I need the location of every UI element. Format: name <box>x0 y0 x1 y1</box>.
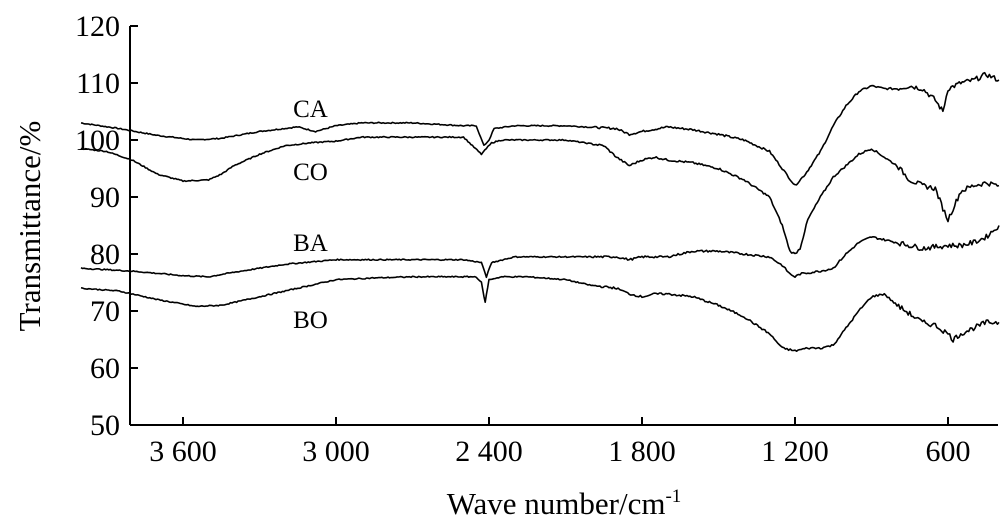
series-label-ba: BA <box>293 230 328 257</box>
series-line-bo <box>80 275 1000 352</box>
y-axis-title: Transmittance/% <box>12 121 47 332</box>
x-tick-label: 1 800 <box>608 435 676 468</box>
x-ticks: 3 600 3 000 2 400 1 800 1 200 600 <box>149 417 971 468</box>
x-axis-title: Wave number/cm-1 <box>447 486 682 521</box>
y-tick-label: 90 <box>90 181 120 214</box>
x-axis-title-text: Wave number/cm <box>447 486 666 521</box>
series-label-ca: CA <box>293 96 328 123</box>
series-label-co: CO <box>293 159 328 186</box>
y-tick-label: 80 <box>90 238 120 271</box>
series-line-co <box>80 135 1000 255</box>
y-tick-label: 110 <box>76 67 120 100</box>
x-tick-label: 1 200 <box>761 435 829 468</box>
x-tick-label: 3 600 <box>149 435 217 468</box>
series-label-bo: BO <box>293 307 328 334</box>
x-tick-label: 3 000 <box>302 435 370 468</box>
x-tick-label: 600 <box>926 435 971 468</box>
series-line-ba <box>80 225 1000 279</box>
x-tick-label: 2 400 <box>455 435 523 468</box>
axes <box>129 26 998 426</box>
y-tick-label: 70 <box>90 295 120 328</box>
y-tick-label: 50 <box>90 409 120 442</box>
series-line-ca <box>80 71 1000 186</box>
y-tick-label: 120 <box>75 10 120 43</box>
series-labels: CA CO BA BO <box>293 96 328 334</box>
series-lines <box>80 71 1000 352</box>
y-tick-label: 60 <box>90 352 120 385</box>
x-axis-title-superscript: -1 <box>665 486 681 507</box>
